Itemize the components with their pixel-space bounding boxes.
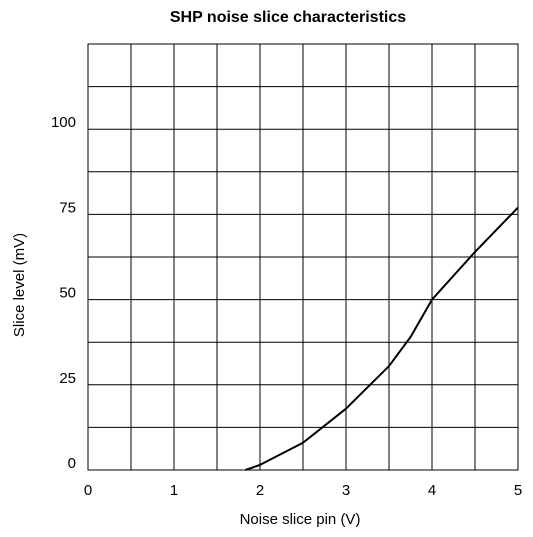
data-line: [245, 206, 519, 471]
x-tick-label: 0: [84, 482, 92, 499]
x-axis-label: Noise slice pin (V): [240, 511, 361, 528]
y-tick-label: 50: [59, 285, 76, 302]
x-tick-label: 1: [170, 482, 178, 499]
y-tick-label: 25: [59, 370, 76, 387]
x-tick-label: 4: [428, 482, 436, 499]
x-tick-label: 3: [342, 482, 350, 499]
x-tick-label: 2: [256, 482, 264, 499]
chart-title: SHP noise slice characteristics: [170, 9, 406, 26]
y-tick-label: 100: [51, 114, 76, 131]
x-tick-label: 5: [514, 482, 522, 499]
y-tick-label: 75: [59, 199, 76, 216]
y-tick-label: 0: [68, 455, 76, 472]
y-axis-label: Slice level (mV): [11, 233, 28, 337]
